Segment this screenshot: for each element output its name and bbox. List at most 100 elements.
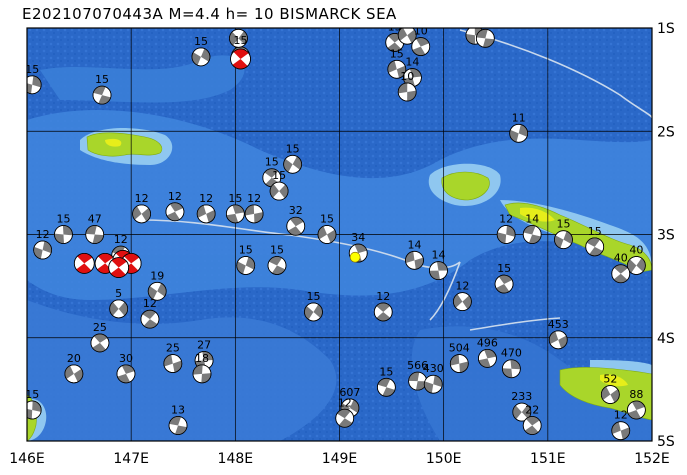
new-hanover-island	[441, 171, 490, 201]
beachball	[236, 256, 256, 275]
beachball-label: 15	[388, 20, 402, 33]
lon-tick-label: 148E	[218, 451, 254, 467]
beachball	[548, 330, 568, 350]
beachball	[397, 28, 417, 45]
beachball	[196, 204, 216, 224]
lon-tick-label: 149E	[322, 451, 358, 467]
beachball-label: 30	[119, 352, 133, 365]
lon-tick-label: 150E	[426, 451, 462, 467]
beachball-label: 566	[407, 359, 428, 372]
beachball-label: 12	[135, 192, 149, 205]
beachball-label: 15	[239, 243, 253, 256]
highlight-beachball	[108, 257, 130, 278]
beachball	[64, 364, 84, 384]
beachball-label: 453	[548, 318, 569, 331]
beachball	[225, 204, 245, 224]
beachball-label: 19	[150, 269, 164, 282]
beachball-label: 25	[93, 321, 107, 334]
beachball-label: 17	[468, 13, 482, 26]
beachball-label: 14	[231, 16, 245, 29]
beachball	[27, 75, 42, 95]
beachball-label: 12	[478, 16, 492, 29]
beachball	[611, 264, 631, 284]
beachball-label: 15	[588, 225, 602, 238]
beachball-label: 15	[286, 142, 300, 155]
beachball	[90, 333, 110, 353]
beachball-layer	[27, 28, 646, 441]
beachball	[449, 354, 469, 373]
beachball-label: 14	[405, 56, 419, 69]
lon-tick-label: 151E	[530, 451, 566, 467]
beachball	[373, 302, 393, 322]
beachball	[116, 364, 136, 384]
beachball-label: 15	[390, 47, 404, 60]
beachball-label: 13	[171, 404, 185, 417]
beachball-label: 15	[320, 213, 334, 226]
beachball	[85, 225, 105, 244]
beachball-label: 434	[662, 187, 683, 200]
beachball	[191, 47, 211, 67]
lat-tick-label: 5S	[657, 434, 675, 450]
beachball	[376, 377, 396, 397]
beachball-label: 14	[408, 238, 422, 251]
beachball	[54, 225, 73, 244]
lat-tick-label: 4S	[657, 331, 675, 347]
beachball-label: 43	[661, 352, 675, 365]
beachball-label: 15	[306, 290, 320, 303]
beachball-label: 88	[629, 388, 643, 401]
beachball-label: 5	[115, 287, 122, 300]
beachball-label: 15	[272, 169, 286, 182]
beachball-label: 15	[400, 13, 414, 26]
beachball-label: 15	[228, 192, 242, 205]
beachball-label: 10	[414, 25, 428, 38]
beachball	[267, 256, 287, 275]
event-marker	[349, 251, 361, 263]
land-high	[105, 138, 628, 387]
lat-tick-label: 2S	[657, 124, 675, 140]
beachball	[335, 408, 355, 428]
beachball	[626, 256, 646, 275]
lon-tick-label: 146E	[9, 451, 45, 467]
beachball-label: 47	[88, 213, 102, 226]
lon-tick-label: 147E	[113, 451, 149, 467]
beachball-label: 496	[477, 336, 498, 349]
beachball	[286, 216, 306, 236]
beachball	[244, 204, 264, 224]
beachball-label: 15	[497, 262, 511, 275]
beachball	[494, 274, 514, 294]
beachball	[423, 374, 443, 394]
beachball-label: 15	[234, 34, 248, 47]
beachball	[585, 237, 605, 257]
beachball	[478, 348, 497, 368]
beachball	[411, 37, 431, 56]
beachball-label: 14	[431, 249, 445, 262]
beachball	[522, 416, 542, 435]
beachball	[554, 230, 573, 250]
beachball-label: 470	[501, 347, 522, 360]
beachball-label: 12	[199, 192, 213, 205]
beachball-label: 430	[423, 362, 444, 375]
beachball	[387, 59, 407, 79]
beachball	[611, 421, 631, 441]
highlight-beachball-layer	[73, 48, 251, 278]
beachball	[453, 292, 472, 312]
beachball-label: 12	[499, 213, 513, 226]
beachball	[317, 225, 337, 244]
beachball-label: 52	[603, 373, 617, 386]
beachball	[403, 68, 422, 87]
beachball-label: 15	[379, 365, 393, 378]
beachball	[397, 82, 417, 102]
beachball	[269, 181, 289, 201]
beachball	[429, 261, 448, 281]
beachball	[168, 416, 188, 435]
lon-tick-label: 152E	[634, 451, 670, 467]
beachball-label: 15	[56, 213, 70, 226]
beachball-label: 12	[338, 396, 352, 409]
beachball	[33, 240, 53, 260]
lat-tick-label: 1S	[657, 21, 675, 37]
plate-boundaries	[139, 29, 652, 331]
beachball-label: 14	[525, 213, 539, 226]
manus-island	[86, 132, 163, 157]
